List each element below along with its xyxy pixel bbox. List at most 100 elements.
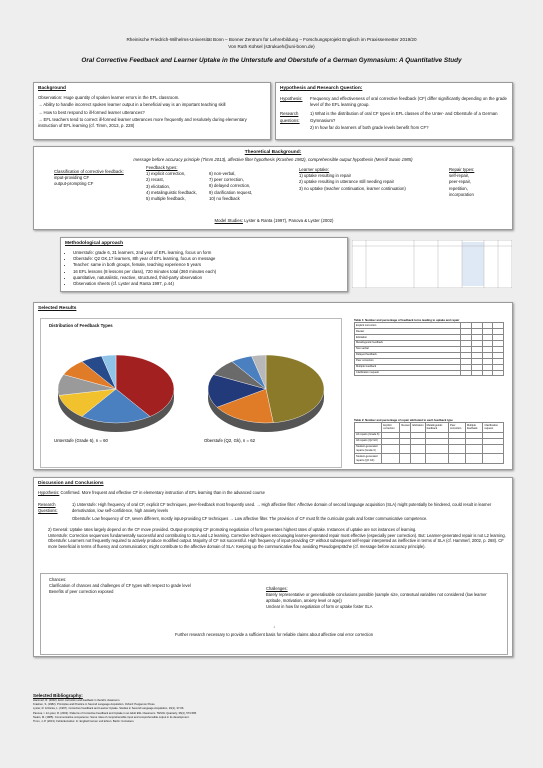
cell — [399, 453, 412, 464]
sub-heading: Learner uptake: — [299, 167, 330, 172]
header-row: Explicit correction Recast Elicitation Meta… — [353, 422, 504, 433]
results-box: Selected Results Distribution of Feedbac… — [33, 302, 513, 470]
row-label: Student-generated repairs (Q2 GK) — [353, 453, 383, 464]
table-row: Clarification request — [353, 369, 504, 377]
rq: Research Questions: 1) Unterstufe: High … — [38, 502, 508, 522]
repair: Repair types: self-repair, peer-repair, rep… — [449, 167, 509, 198]
label: Hypothesis: — [38, 489, 60, 495]
table-row: Explicit correction — [353, 322, 504, 329]
pie-title: Unterstufe (Grade 6), n = 60 — [54, 438, 108, 443]
list-item: 7) peer correction, — [209, 177, 244, 183]
list-item: 16 EFL lessons (8 lessons per class), 72… — [73, 269, 343, 275]
cell — [482, 453, 504, 464]
table-row: Student-generated repairs (Grade 6) — [353, 443, 504, 455]
heading: Hypothesis and Research Question: — [280, 86, 363, 91]
feedback-types: Feedback types: 1) explicit correction, 2)… — [146, 165, 206, 202]
hypothesis-box: Hypothesis and Research Question: Hypoth… — [275, 82, 513, 140]
text: Unterstufe: Correction sequences fundame… — [48, 532, 506, 538]
list-item: 3) elicitation, — [146, 183, 171, 189]
table-row: All repairs (Q2 GK) — [353, 437, 504, 445]
label: Research questions: — [280, 111, 300, 123]
list-item: Timm, J.-P. (2013). Fehlerkorrektur. In:… — [33, 720, 135, 724]
row-label: All repairs (Q2 GK) — [353, 437, 383, 445]
discussion-box: Discussion and Conclusions Hypothesis: C… — [33, 477, 513, 657]
corner — [353, 422, 383, 433]
cell — [471, 369, 483, 377]
list-item: 3) no uptake (teacher continuation, lear… — [299, 185, 406, 191]
list-item: 8) delayed correction, — [209, 183, 251, 189]
list-item: Unterstufe: grade 6, 31 learners, 2nd ye… — [73, 250, 343, 256]
challenges: Challenges: Barely representative or gene… — [266, 586, 496, 610]
list-item: repetition, — [449, 185, 468, 191]
list: input-providing CF output-prompting CF — [54, 175, 134, 187]
column-label: Recast — [399, 422, 412, 433]
heading: Selected Bibliography: — [33, 693, 83, 698]
list-item: 4) metalinguistic feedback, — [146, 189, 197, 195]
heading: Methodological approach — [65, 241, 124, 246]
cell — [447, 453, 466, 464]
cell — [447, 443, 466, 455]
text: Lyster & Ranta (1997), Panova & Lyster (… — [244, 218, 334, 223]
rq-row: Research questions: 1) What is the distri… — [280, 111, 508, 132]
rq2: 2) General: Uptake rates largely depend … — [48, 527, 508, 551]
list-item: Swain, M. (1985). Communicative competen… — [33, 715, 190, 719]
list-item: incorporation — [449, 191, 474, 197]
list-item: input-providing CF — [54, 175, 90, 181]
list-item: 10) no feedback — [209, 195, 240, 201]
list: Hammerl, R. (2002). Error correction and… — [33, 699, 513, 724]
sub-heading: Chances: — [49, 577, 67, 582]
list-item: Panova, I. & Lyster, R. (2002). Patterns… — [33, 711, 197, 715]
pie-slice — [251, 354, 267, 390]
list-item: Observation: Huge quantity of spoken lea… — [38, 94, 180, 100]
row-label: Clarification request — [353, 369, 462, 377]
cell — [410, 453, 426, 464]
cell — [381, 453, 401, 464]
list-item: self-repair, — [449, 173, 470, 179]
heading: Discussion and Conclusions — [38, 481, 104, 486]
list-item: Hammerl, R. (2002). Error correction and… — [33, 699, 121, 703]
cell — [482, 437, 504, 445]
table2: Table 2: Number and percentage of repair… — [353, 418, 504, 464]
table-title: Table 1: Number and percentage of feedba… — [354, 318, 460, 322]
list-item: Oberstufe: Q2 GK,17 learners, 8th year o… — [73, 256, 343, 262]
cell — [447, 437, 466, 445]
list-item: output-prompting CF — [54, 181, 94, 187]
row-label: Student-generated repairs (Grade 6) — [353, 443, 383, 455]
principles: message before accuracy principle (Timm … — [133, 156, 413, 162]
cell — [424, 453, 449, 464]
list-item: peer-repair, — [449, 179, 471, 185]
column-label: Metalinguistic feedback — [424, 422, 449, 433]
label: Hypothesis: — [280, 95, 303, 101]
list: Clarification of chances and challenges … — [49, 583, 249, 595]
list-item: 9) clarification request, — [209, 189, 253, 195]
bibliography: Selected Bibliography: Hammerl, R. (2002… — [33, 692, 513, 724]
list: 1) explicit correction, 2) recast, 3) elic… — [146, 171, 206, 202]
text: Oberstufe: Low frequency of CF, seven di… — [72, 515, 428, 521]
list-item: Unclear in how far negotiation of form o… — [266, 603, 373, 609]
cell — [464, 453, 484, 464]
pie-slice — [216, 388, 274, 424]
list-item: 2) uptake resulting in utterance still n… — [299, 179, 395, 185]
theory-box: Theoretical Background: message before a… — [33, 146, 513, 230]
pie-slice — [265, 354, 325, 423]
list-item: 2) In how far do learners of both grade … — [310, 125, 429, 131]
hyp-row: Hypothesis: Frequency and effectiveness o… — [280, 96, 508, 108]
cell — [410, 443, 426, 455]
list-item: Barely representative or generalisable c… — [266, 591, 487, 603]
chart-frame: Distribution of Feedback Types Unterstuf… — [40, 318, 342, 468]
list: self-repair, peer-repair, repetition, incor… — [449, 173, 509, 198]
label: Model Studies: — [214, 218, 243, 223]
column-label: Explicit correction — [381, 422, 401, 433]
list: 6) non-verbal, 7) peer correction, 8) dela… — [209, 171, 269, 202]
rq-list: 1) What is the distribution of oral CF t… — [310, 111, 508, 132]
author: Von Ruth Kühsel (s3rukueh@uni-bonn.de) — [228, 43, 315, 49]
pie-title: Oberstufe (Q2, Gk), n = 62 — [204, 438, 256, 443]
cell — [424, 443, 449, 455]
list-item: → Ability to handle incorrect spoken lea… — [38, 102, 226, 108]
conclusion-frame: Chances: Clarification of chances and cha… — [40, 573, 508, 655]
list-item: Krashen, S. (1982). Principles and Pract… — [33, 703, 156, 707]
pie-charts: Unterstufe (Grade 6), n = 60 Oberstufe (Q… — [54, 354, 325, 443]
sub-heading: Challenges: — [266, 586, 288, 591]
cell — [424, 437, 449, 445]
